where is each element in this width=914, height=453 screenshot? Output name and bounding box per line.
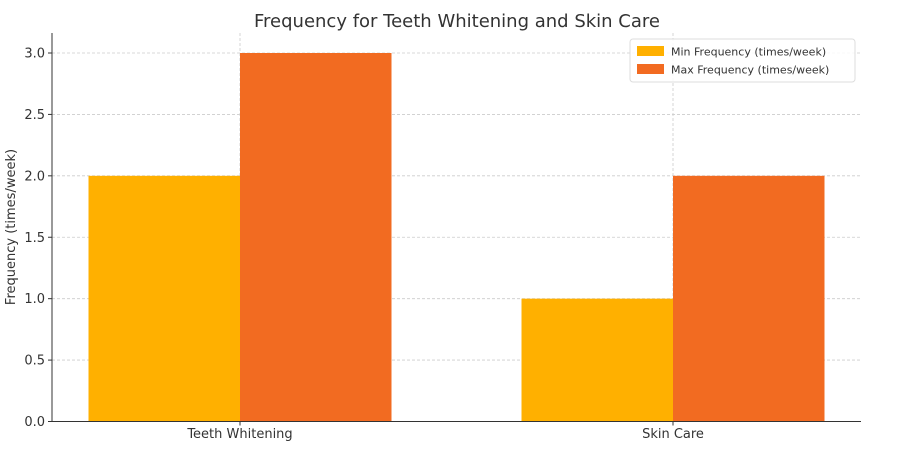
x-tick-label: Teeth Whitening bbox=[186, 427, 292, 442]
bar-max-skin-care bbox=[673, 175, 825, 422]
legend: Min Frequency (times/week) Max Frequency … bbox=[629, 38, 856, 83]
x-tick-labels: Teeth Whitening Skin Care bbox=[186, 421, 704, 442]
legend-label: Max Frequency (times/week) bbox=[671, 64, 829, 77]
legend-swatch bbox=[637, 46, 664, 56]
axes bbox=[51, 33, 861, 422]
y-tick-label: 0.5 bbox=[24, 354, 45, 369]
y-tick-label: 0.0 bbox=[24, 415, 45, 430]
y-axis-label: Frequency (times/week) bbox=[4, 149, 19, 305]
y-tick-label: 1.0 bbox=[24, 292, 45, 307]
y-tick-labels: 0.0 0.5 1.0 1.5 2.0 2.5 3.0 bbox=[24, 47, 52, 430]
y-tick-label: 2.5 bbox=[24, 108, 45, 123]
bar-max-teeth-whitening bbox=[240, 53, 392, 422]
bar-min-skin-care bbox=[521, 298, 673, 422]
chart-title: Frequency for Teeth Whitening and Skin C… bbox=[254, 11, 660, 32]
legend-label: Min Frequency (times/week) bbox=[671, 46, 826, 59]
legend-frame bbox=[629, 38, 856, 83]
legend-swatch bbox=[637, 64, 664, 74]
x-tick-label: Skin Care bbox=[642, 427, 704, 442]
y-tick-label: 3.0 bbox=[24, 47, 45, 62]
y-tick-label: 2.0 bbox=[24, 169, 45, 184]
y-tick-label: 1.5 bbox=[24, 231, 45, 246]
bars bbox=[88, 53, 825, 422]
bar-min-teeth-whitening bbox=[88, 175, 240, 422]
